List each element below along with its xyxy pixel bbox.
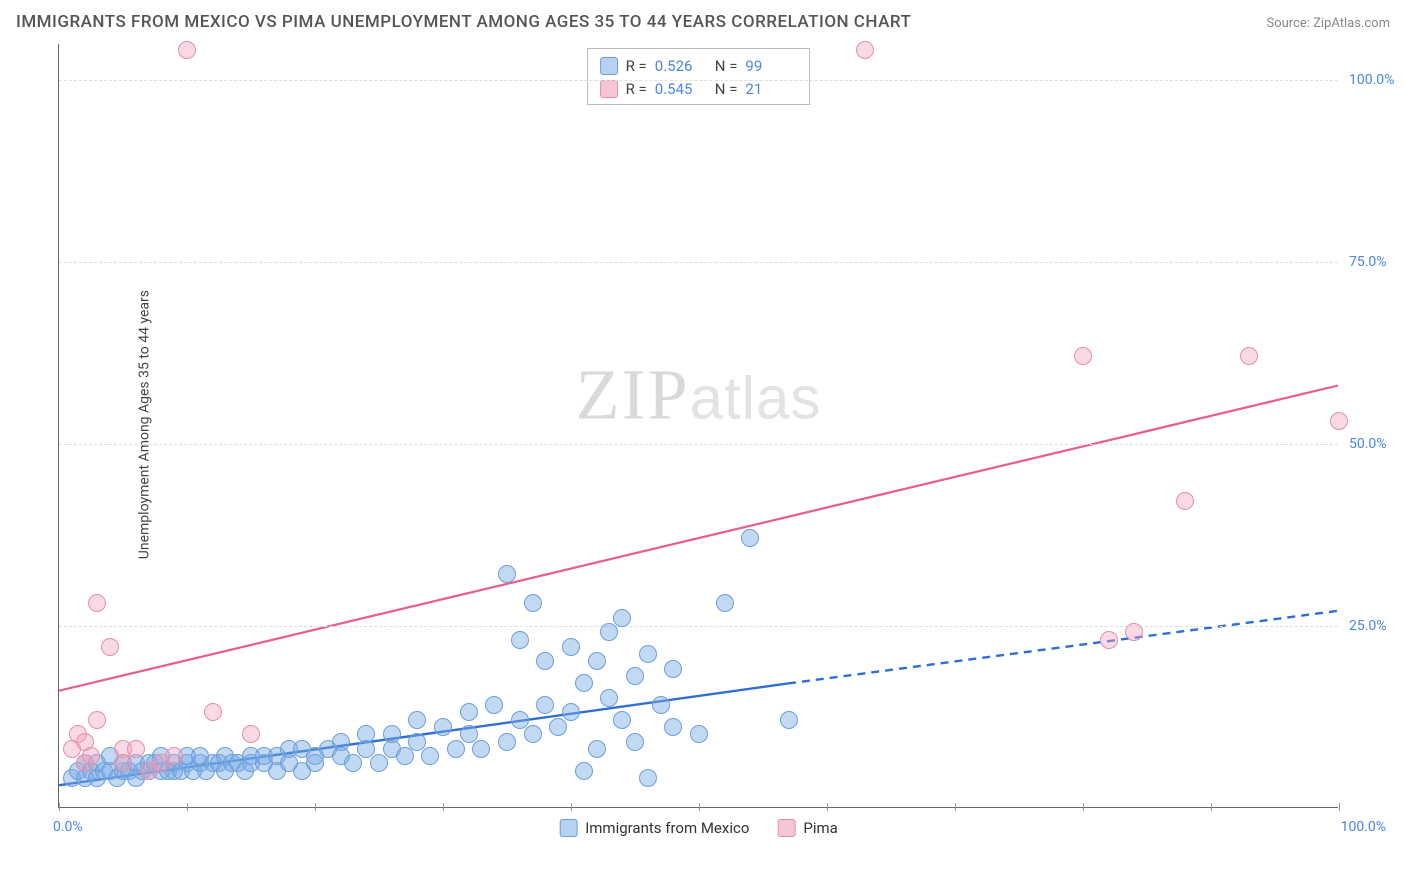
- data-point: [114, 754, 132, 772]
- chart-container: Unemployment Among Ages 35 to 44 years Z…: [46, 44, 1386, 834]
- data-point: [626, 667, 644, 685]
- data-point: [344, 754, 362, 772]
- data-point: [575, 674, 593, 692]
- data-point: [242, 725, 260, 743]
- legend-label: Pima: [803, 819, 837, 837]
- x-tick-end: 100.0%: [1341, 819, 1386, 835]
- data-point: [536, 696, 554, 714]
- data-point: [741, 529, 759, 547]
- data-point: [626, 733, 644, 751]
- correlation-legend: R =0.526N =99R =0.545N =21: [587, 48, 811, 105]
- legend-label: Immigrants from Mexico: [585, 819, 749, 837]
- y-tick-label: 100.0%: [1349, 72, 1394, 88]
- legend-item: Immigrants from Mexico: [559, 819, 749, 837]
- source-label: Source: ZipAtlas.com: [1266, 16, 1390, 31]
- legend-swatch: [777, 819, 795, 837]
- data-point: [716, 594, 734, 612]
- gridline: [59, 262, 1338, 263]
- data-point: [82, 747, 100, 765]
- data-point: [498, 565, 516, 583]
- data-point: [498, 733, 516, 751]
- data-point: [600, 623, 618, 641]
- data-point: [536, 652, 554, 670]
- data-point: [690, 725, 708, 743]
- legend-item: Pima: [777, 819, 837, 837]
- data-point: [562, 638, 580, 656]
- data-point: [780, 711, 798, 729]
- data-point: [664, 718, 682, 736]
- data-point: [1125, 623, 1143, 641]
- data-point: [165, 747, 183, 765]
- gridline: [59, 444, 1338, 445]
- data-point: [370, 754, 388, 772]
- data-point: [485, 696, 503, 714]
- data-point: [447, 740, 465, 758]
- data-point: [613, 711, 631, 729]
- data-point: [639, 769, 657, 787]
- data-point: [421, 747, 439, 765]
- data-point: [600, 689, 618, 707]
- legend-swatch: [600, 80, 618, 98]
- data-point: [357, 725, 375, 743]
- page-title: IMMIGRANTS FROM MEXICO VS PIMA UNEMPLOYM…: [16, 12, 911, 32]
- data-point: [396, 747, 414, 765]
- data-point: [549, 718, 567, 736]
- data-point: [511, 631, 529, 649]
- data-point: [1074, 347, 1092, 365]
- data-point: [639, 645, 657, 663]
- data-point: [460, 725, 478, 743]
- data-point: [434, 718, 452, 736]
- data-point: [1100, 631, 1118, 649]
- data-point: [652, 696, 670, 714]
- data-point: [664, 660, 682, 678]
- data-point: [613, 609, 631, 627]
- data-point: [1240, 347, 1258, 365]
- data-point: [408, 733, 426, 751]
- data-point: [524, 594, 542, 612]
- x-tick-start: 0.0%: [53, 819, 83, 835]
- data-point: [472, 740, 490, 758]
- plot-area: ZIPatlas R =0.526N =99R =0.545N =21 0.0%…: [58, 44, 1338, 808]
- gridline: [59, 80, 1338, 81]
- data-point: [332, 733, 350, 751]
- gridline: [59, 626, 1338, 627]
- data-point: [1176, 492, 1194, 510]
- data-point: [588, 652, 606, 670]
- legend-swatch: [559, 819, 577, 837]
- data-point: [562, 703, 580, 721]
- data-point: [204, 703, 222, 721]
- data-point: [460, 703, 478, 721]
- data-point: [524, 725, 542, 743]
- data-point: [1330, 412, 1348, 430]
- y-tick-label: 75.0%: [1349, 254, 1387, 270]
- watermark: ZIPatlas: [576, 353, 822, 436]
- data-point: [88, 711, 106, 729]
- data-point: [178, 41, 196, 59]
- data-point: [511, 711, 529, 729]
- data-point: [408, 711, 426, 729]
- data-point: [856, 41, 874, 59]
- y-tick-label: 50.0%: [1349, 436, 1387, 452]
- data-point: [127, 740, 145, 758]
- legend-row: R =0.526N =99: [600, 55, 798, 78]
- data-point: [306, 754, 324, 772]
- data-point: [88, 594, 106, 612]
- series-legend: Immigrants from Mexico Pima: [559, 819, 838, 837]
- y-tick-label: 25.0%: [1349, 618, 1387, 634]
- data-point: [575, 762, 593, 780]
- data-point: [588, 740, 606, 758]
- legend-swatch: [600, 57, 618, 75]
- data-point: [383, 725, 401, 743]
- data-point: [101, 638, 119, 656]
